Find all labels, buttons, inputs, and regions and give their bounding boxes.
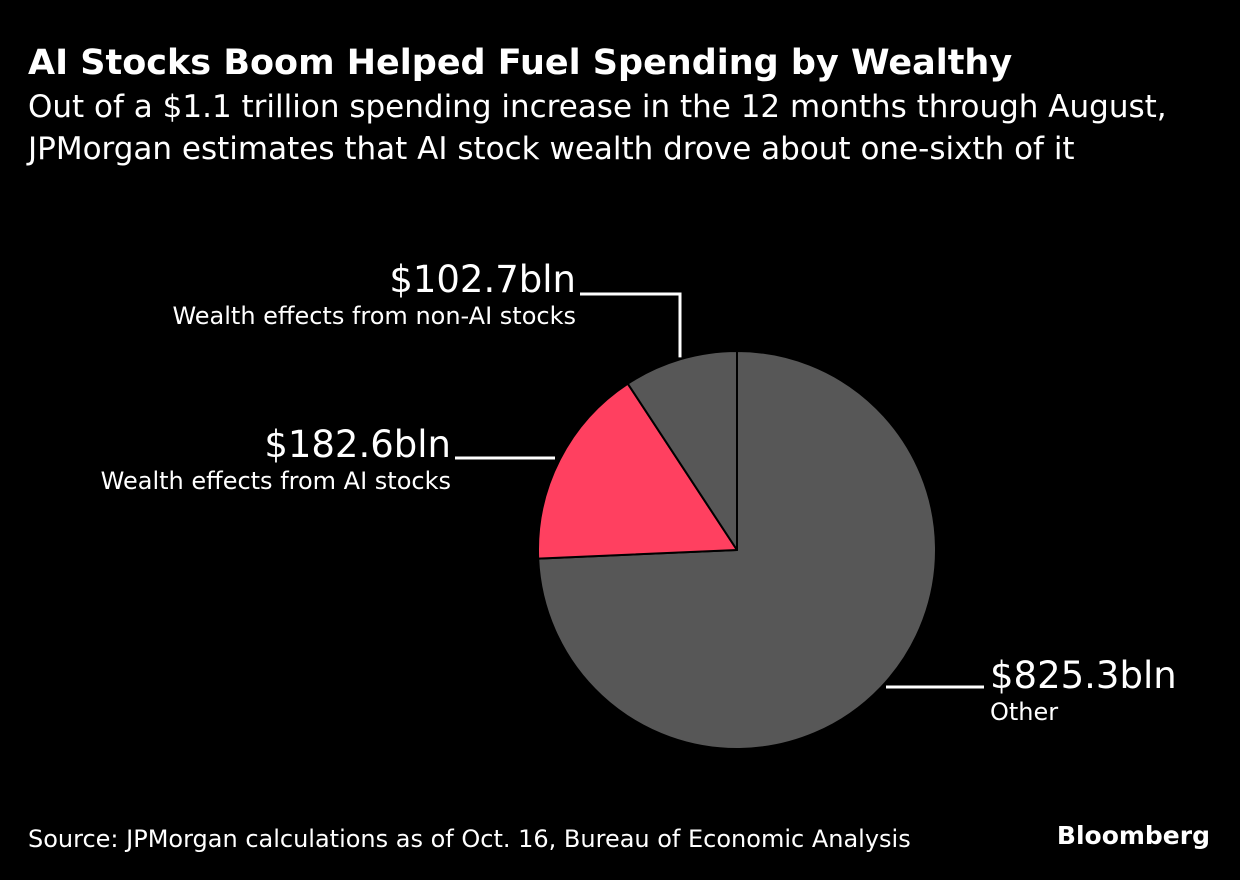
- bloomberg-logo: Bloomberg: [1056, 821, 1210, 850]
- value-other: $825.3bln: [990, 654, 1177, 697]
- chart-title: AI Stocks Boom Helped Fuel Spending by W…: [28, 43, 1013, 83]
- name-ai-stocks: Wealth effects from AI stocks: [100, 467, 451, 495]
- leader-line-non-ai-stocks: [580, 292, 682, 358]
- label-other: $825.3bln Other: [990, 656, 1230, 728]
- name-other: Other: [990, 698, 1059, 726]
- pie-slice-wealth-effects-from-ai-stocks: [537, 382, 738, 560]
- label-non-ai-stocks: $102.7bln Wealth effects from non-AI sto…: [156, 260, 576, 332]
- value-non-ai-stocks: $102.7bln: [389, 258, 576, 301]
- source-note: Source: JPMorgan calculations as of Oct.…: [28, 825, 911, 853]
- label-ai-stocks: $182.6bln Wealth effects from AI stocks: [31, 425, 451, 497]
- chart-subtitle: Out of a $1.1 trillion spending increase…: [28, 89, 1167, 167]
- name-non-ai-stocks: Wealth effects from non-AI stocks: [172, 302, 576, 330]
- pie-slice-wealth-effects-from-non-ai-stocks: [626, 350, 738, 551]
- value-ai-stocks: $182.6bln: [264, 423, 451, 466]
